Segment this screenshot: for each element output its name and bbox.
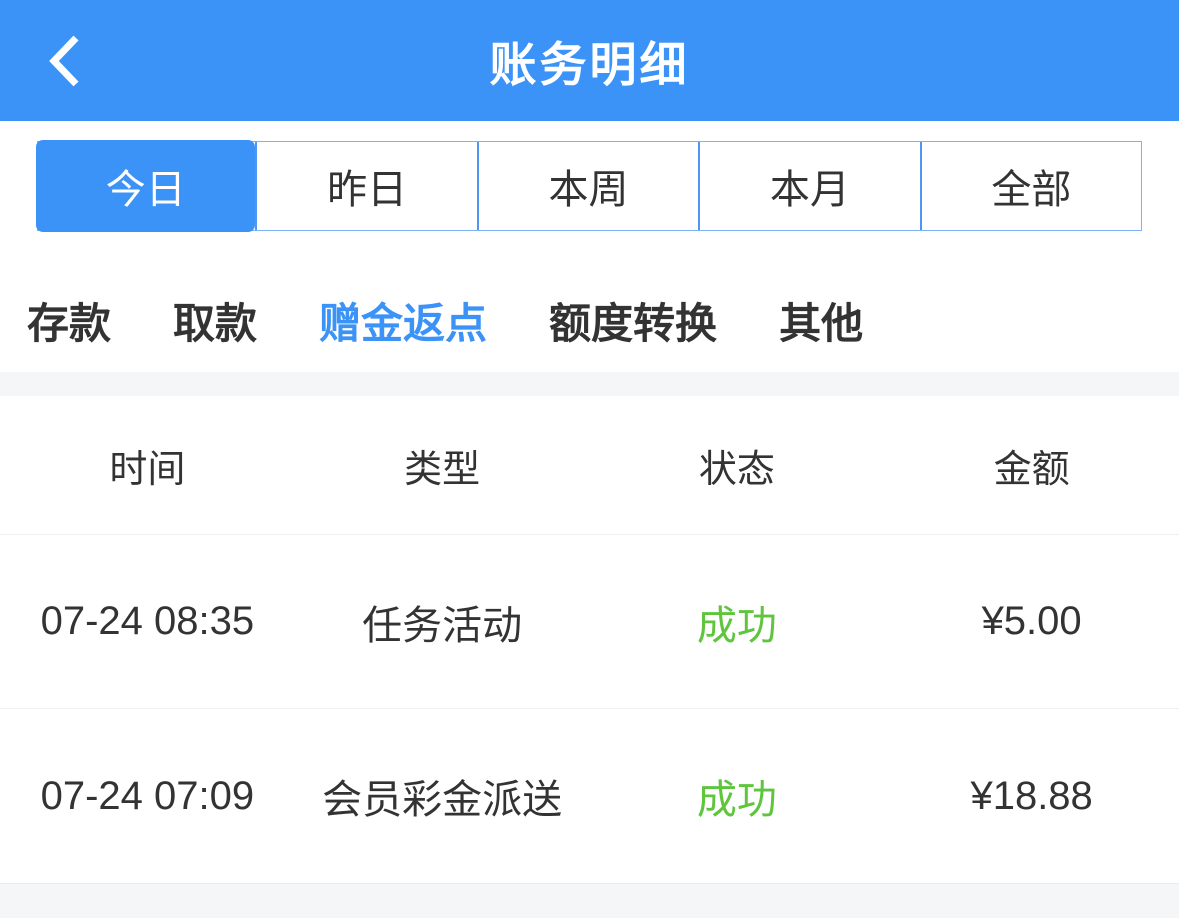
- cell-type: 会员彩金派送: [322, 778, 563, 822]
- tab-this-month[interactable]: 本月: [698, 142, 920, 230]
- tab-today[interactable]: 今日: [36, 140, 256, 232]
- cell-time: 07-24 08:35: [40, 599, 255, 643]
- column-header-amount: 金额: [993, 448, 1070, 491]
- filter-bonus-rebate[interactable]: 赠金返点: [319, 300, 488, 347]
- filter-other[interactable]: 其他: [779, 300, 864, 347]
- bottom-band: [0, 883, 1179, 918]
- status-badge: 成功: [696, 778, 777, 822]
- column-header-time: 时间: [109, 448, 186, 491]
- column-header-status: 状态: [698, 448, 775, 491]
- tab-yesterday[interactable]: 昨日: [255, 142, 477, 230]
- app-header: 账务明细: [0, 0, 1179, 121]
- tab-this-week-label: 本周: [548, 168, 629, 212]
- filter-quota-transfer[interactable]: 额度转换: [549, 300, 718, 347]
- page-title: 账务明细: [489, 38, 690, 91]
- tab-all-label: 全部: [991, 168, 1072, 212]
- back-button[interactable]: [42, 33, 86, 89]
- tab-today-label: 今日: [105, 168, 186, 212]
- tab-yesterday-label: 昨日: [327, 168, 408, 212]
- table-header-row: 时间 类型 状态 金额: [0, 396, 1179, 535]
- column-header-type: 类型: [404, 448, 481, 491]
- cell-amount: ¥18.88: [970, 773, 1093, 818]
- cell-time: 07-24 07:09: [40, 773, 255, 818]
- period-tab-bar: 今日 昨日 本周 本月 全部: [36, 140, 1142, 232]
- tab-this-month-label: 本月: [769, 168, 850, 212]
- table-row[interactable]: 07-24 08:35 任务活动 成功 ¥5.00: [0, 535, 1179, 709]
- tab-this-week[interactable]: 本周: [476, 142, 699, 230]
- category-filter-row: 存款 取款 赠金返点 额度转换 其他: [0, 300, 1179, 348]
- filter-withdrawal[interactable]: 取款: [173, 300, 258, 347]
- status-badge: 成功: [696, 603, 777, 648]
- tab-all[interactable]: 全部: [919, 142, 1142, 230]
- separator-band: [0, 372, 1179, 396]
- filter-deposit[interactable]: 存款: [27, 300, 112, 347]
- cell-type: 任务活动: [362, 603, 523, 648]
- table-row[interactable]: 07-24 07:09 会员彩金派送 成功 ¥18.88: [0, 709, 1179, 883]
- chevron-left-icon: [46, 34, 82, 88]
- cell-amount: ¥5.00: [981, 599, 1082, 643]
